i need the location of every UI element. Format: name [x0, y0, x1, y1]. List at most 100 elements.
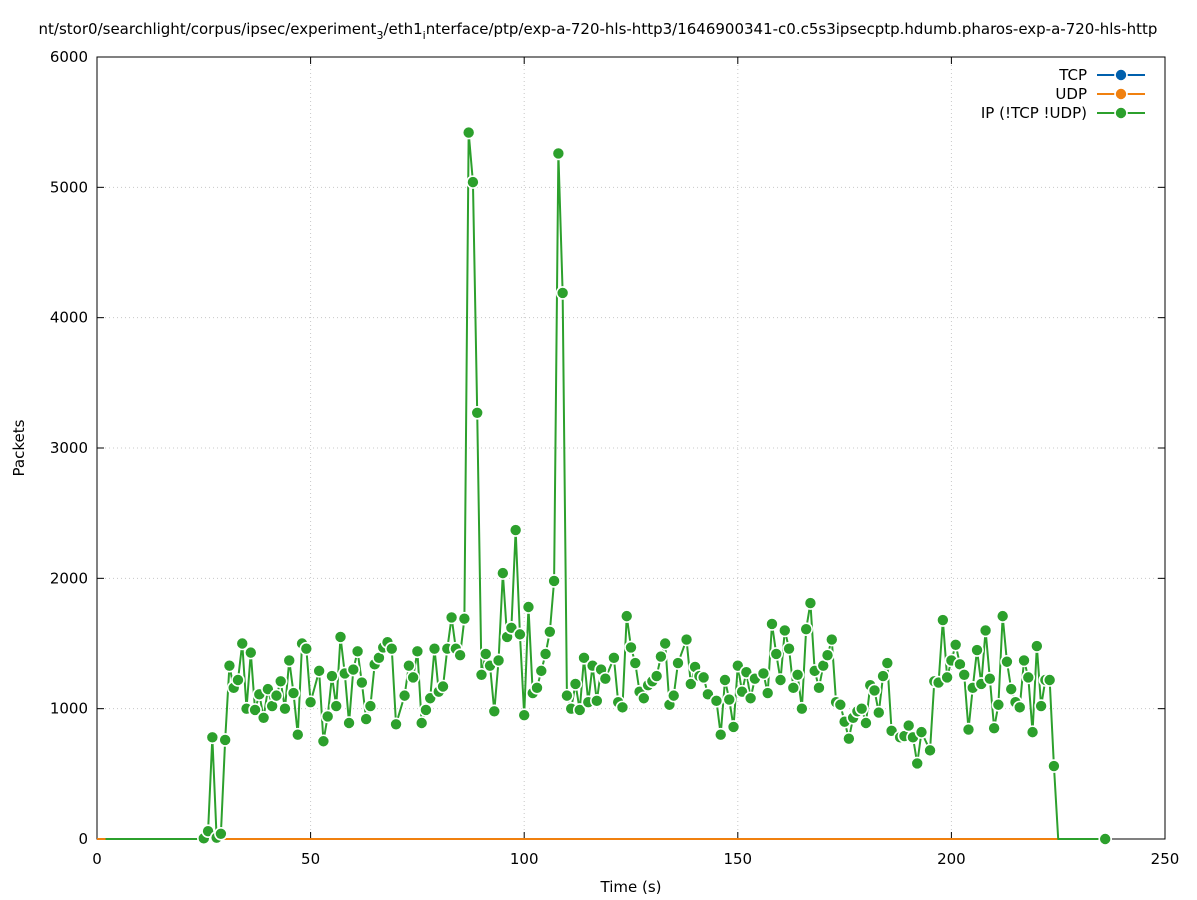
data-point: [384, 641, 399, 656]
data-point: [474, 667, 489, 682]
y-tick-label: 3000: [50, 439, 88, 457]
x-tick-label: 0: [92, 850, 102, 868]
data-point: [363, 699, 378, 713]
y-tick-label: 5000: [50, 178, 88, 196]
data-point: [427, 641, 442, 656]
data-point: [961, 722, 976, 737]
data-point: [320, 709, 335, 724]
x-tick-label: 250: [1151, 850, 1180, 868]
data-point: [948, 638, 963, 652]
data-point: [824, 632, 839, 647]
data-point: [350, 644, 365, 659]
data-point: [679, 632, 694, 647]
data-point: [684, 677, 698, 691]
y-tick-label: 1000: [50, 700, 88, 718]
data-point: [521, 600, 536, 614]
data-point: [624, 640, 638, 655]
data-point: [1021, 670, 1036, 685]
data-point: [312, 664, 326, 678]
data-point: [713, 727, 728, 742]
data-point: [333, 630, 348, 644]
data-point: [1034, 699, 1048, 713]
data-point: [790, 667, 805, 682]
legend-marker-ip: [1114, 106, 1128, 120]
x-tick-label: 50: [301, 850, 320, 868]
data-point: [769, 647, 784, 661]
legend-label-ip: IP (!TCP !UDP): [981, 104, 1087, 122]
data-point: [1047, 759, 1061, 773]
data-point: [243, 645, 258, 660]
data-point: [470, 406, 485, 420]
y-tick-label: 0: [78, 830, 88, 848]
data-point: [466, 175, 480, 189]
data-point: [551, 146, 566, 161]
data-point: [496, 566, 510, 580]
data-point: [598, 671, 613, 686]
data-point: [940, 670, 954, 685]
data-point: [453, 648, 467, 663]
legend-label-udp: UDP: [1055, 85, 1087, 103]
y-tick-label: 2000: [50, 569, 88, 587]
data-point: [256, 710, 271, 725]
data-point: [654, 649, 668, 664]
series-layer: [97, 125, 1112, 846]
data-point: [658, 636, 672, 651]
data-point: [222, 658, 237, 673]
data-point: [773, 673, 788, 687]
data-point: [637, 691, 651, 706]
data-point: [995, 609, 1010, 623]
data-point: [833, 697, 848, 712]
data-point: [615, 700, 630, 715]
data-point: [560, 688, 574, 703]
data-point: [859, 716, 873, 730]
data-point: [555, 286, 570, 300]
data-point: [572, 703, 587, 717]
data-point: [871, 705, 886, 720]
data-point: [756, 666, 771, 681]
data-point: [812, 681, 826, 695]
chart-title: nt/stor0/searchlight/corpus/ipsec/experi…: [39, 20, 1158, 42]
data-point: [914, 725, 929, 739]
grid-lines: [97, 57, 1165, 839]
data-point: [880, 656, 895, 670]
data-point: [530, 681, 544, 695]
data-point: [1042, 673, 1057, 687]
data-point: [765, 617, 779, 631]
data-point: [709, 694, 724, 708]
legend-marker-tcp: [1114, 68, 1128, 82]
data-point: [1004, 682, 1019, 696]
data-point: [269, 688, 284, 703]
data-point: [299, 641, 314, 656]
data-point: [389, 717, 403, 732]
data-point: [419, 703, 433, 717]
data-point: [436, 679, 450, 694]
data-point: [760, 686, 775, 700]
data-point: [282, 653, 297, 668]
data-point: [923, 743, 937, 758]
data-point: [799, 622, 813, 636]
data-point: [406, 670, 420, 685]
data-point: [235, 636, 250, 651]
x-tick-label: 150: [723, 850, 752, 868]
data-point: [1030, 639, 1044, 653]
data-point: [722, 692, 737, 707]
data-point: [782, 641, 796, 656]
data-point: [342, 716, 356, 730]
data-point: [671, 656, 685, 670]
data-point: [777, 623, 792, 638]
y-axis-label: Packets: [10, 419, 28, 476]
data-point: [876, 669, 890, 683]
data-point: [513, 627, 527, 642]
data-point: [820, 648, 835, 663]
data-point: [590, 694, 604, 708]
data-point: [457, 611, 472, 626]
data-point: [1000, 654, 1014, 669]
data-point: [978, 623, 993, 638]
data-point: [547, 574, 561, 588]
data-point: [867, 683, 882, 698]
data-point: [346, 662, 361, 677]
legend-label-tcp: TCP: [1058, 66, 1087, 84]
data-point: [303, 695, 318, 709]
